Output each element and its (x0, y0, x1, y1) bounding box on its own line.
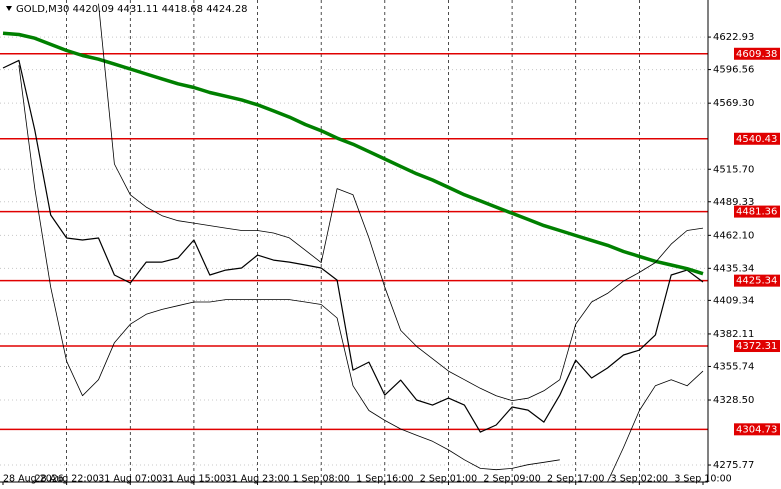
x-tick-label: 31 Aug 07:00 (98, 474, 162, 485)
y-tick-label: 4462.10 (713, 230, 754, 241)
y-tick-label: 4515.70 (713, 164, 754, 175)
y-tick-label: 4622.93 (713, 32, 754, 43)
menu-arrow[interactable] (6, 6, 12, 11)
level-label: 4609.38 (736, 49, 777, 60)
y-tick-label: 4435.34 (713, 263, 754, 274)
y-tick-label: 4489.33 (713, 197, 754, 208)
y-tick-label: 4382.11 (713, 329, 754, 340)
level-label: 4372.31 (736, 341, 777, 352)
level-label: 4425.34 (736, 276, 777, 287)
level-label-box (734, 274, 780, 287)
x-tick-label: 3 Sep 10:00 (674, 474, 731, 485)
level-label: 4540.43 (736, 134, 777, 145)
level-label-box (734, 340, 780, 353)
x-tick-label: 2 Sep 17:00 (547, 474, 604, 485)
y-tick-label: 4275.77 (713, 460, 754, 471)
x-tick-label: 31 Aug 23:00 (226, 474, 290, 485)
series-line (98, 3, 704, 401)
y-tick-label: 4409.34 (713, 295, 754, 306)
x-tick-label: 1 Sep 16:00 (356, 474, 413, 485)
x-tick-label: 28 Aug 22:00 (35, 474, 99, 485)
series-line (18, 65, 704, 482)
y-tick-label: 4596.56 (713, 65, 754, 76)
y-tick-label: 4569.30 (713, 98, 754, 109)
x-tick-label: 1 Sep 08:00 (292, 474, 349, 485)
y-tick-label: 4355.74 (713, 361, 754, 372)
level-label-box (734, 132, 780, 145)
series-line (2, 31, 704, 276)
y-tick-label: 4328.50 (713, 395, 754, 406)
level-label-box (734, 205, 780, 218)
level-label: 4304.73 (736, 424, 777, 435)
x-tick-label: 2 Sep 01:00 (420, 474, 477, 485)
level-label-box (734, 47, 780, 60)
chart-title: GOLD,M30 4420.09 4431.11 4418.68 4424.28 (16, 4, 248, 15)
x-tick-label: 3 Sep 02:00 (611, 474, 668, 485)
x-tick-label: 28 Aug 2026 (3, 474, 64, 485)
level-label-box (734, 423, 780, 436)
x-tick-label: 31 Aug 15:00 (162, 474, 226, 485)
x-tick-label: 2 Sep 09:00 (483, 474, 540, 485)
series-line (2, 59, 704, 433)
level-label: 4481.36 (736, 207, 777, 218)
